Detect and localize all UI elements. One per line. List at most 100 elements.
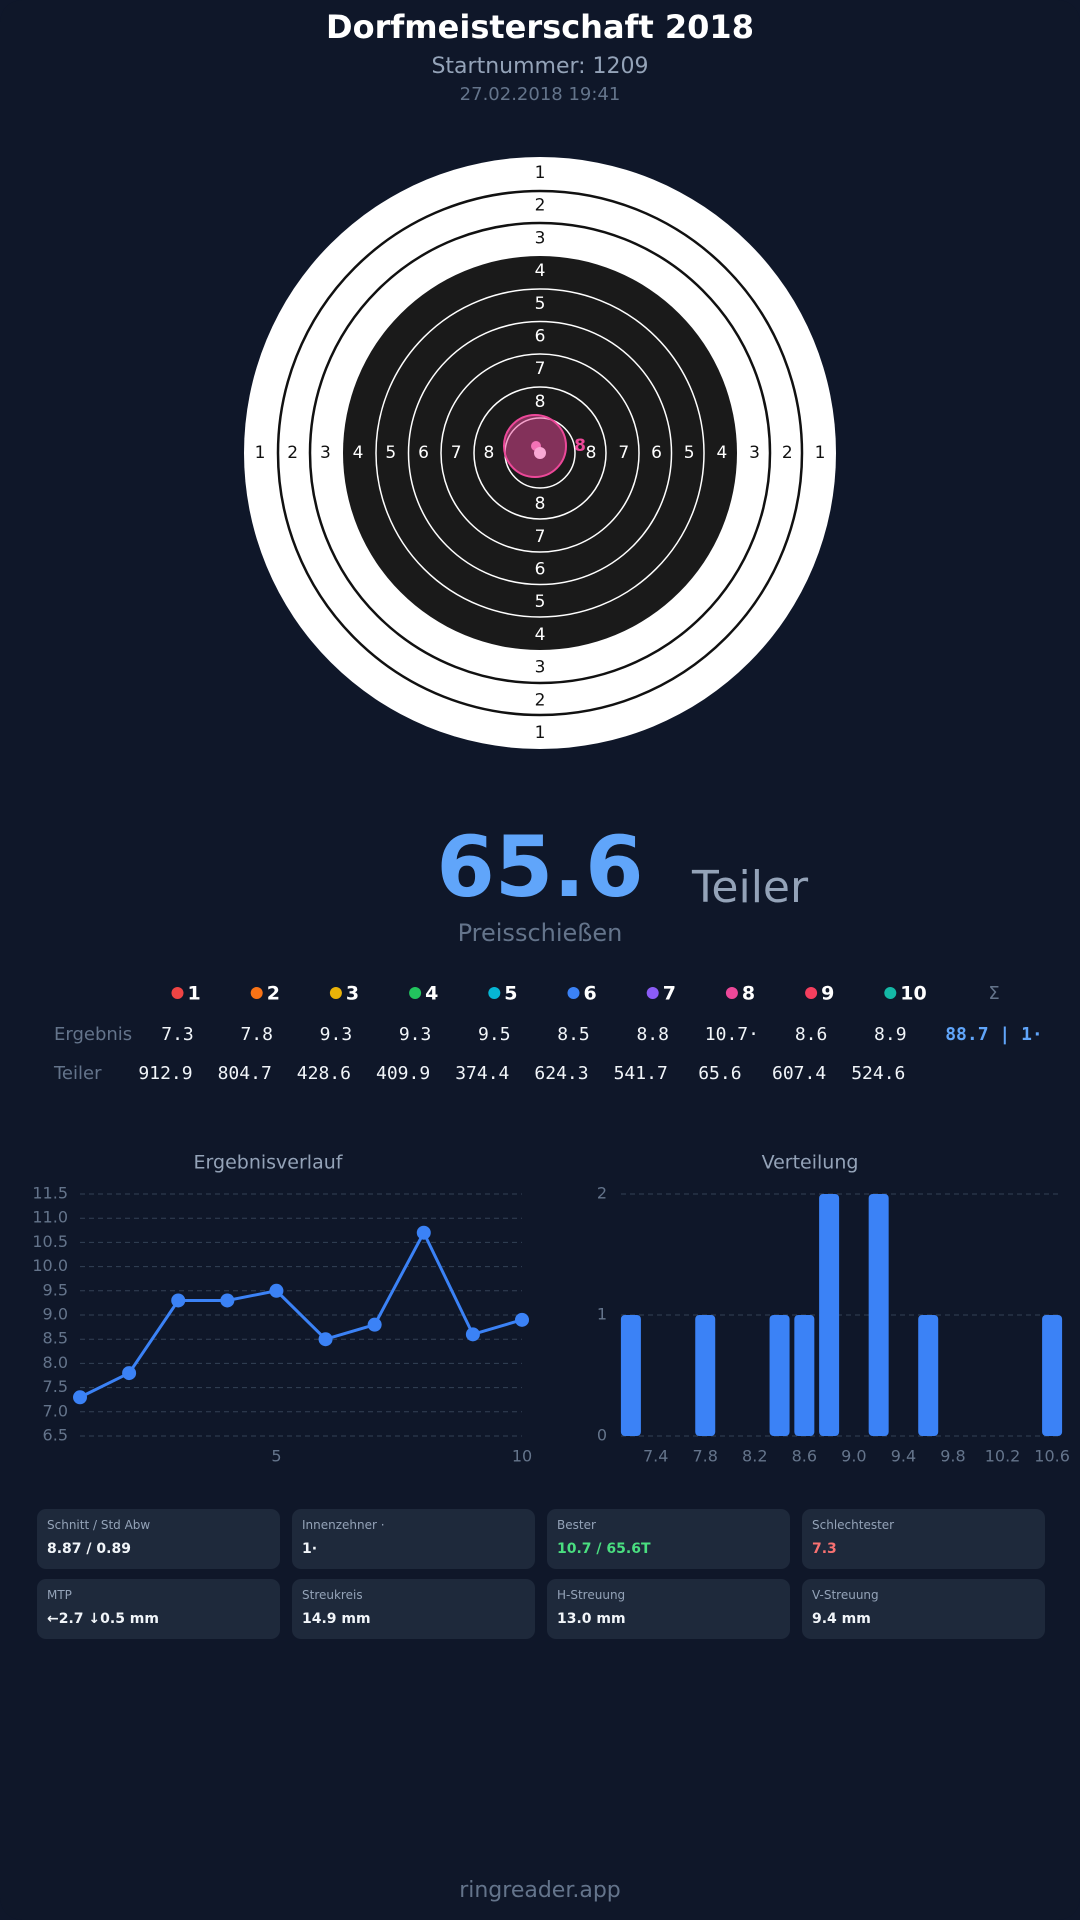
point: [318, 1332, 333, 1347]
cell: 65.6: [698, 1063, 741, 1084]
x-tick-label: 7.4: [643, 1447, 668, 1466]
ring-label: 8: [586, 443, 597, 463]
ring: [308, 221, 772, 685]
ring-label: 6: [535, 327, 546, 347]
result-value: 65.6: [436, 818, 643, 916]
point: [416, 1225, 431, 1240]
cell: 7.3: [161, 1024, 194, 1045]
ring: [473, 386, 607, 520]
bar: [794, 1315, 815, 1436]
ring-label: 4: [535, 625, 546, 645]
row-label: Ergebnis: [54, 1024, 132, 1045]
shot-color-dot: [805, 987, 818, 999]
stat-card: MTP ←2.7 ↓0.5 mm: [37, 1579, 280, 1639]
ring-label: 5: [684, 443, 695, 463]
ring: [440, 353, 640, 553]
shot-color-dot: [250, 987, 263, 999]
ring-label: 3: [320, 443, 331, 463]
y-tick-label: 0: [597, 1426, 607, 1445]
x-tick-label: 8.2: [742, 1447, 767, 1466]
bar: [819, 1194, 840, 1436]
ring-label: 4: [535, 261, 546, 281]
cell: 524.6: [851, 1063, 905, 1084]
x-tick-label: 10.6: [1034, 1447, 1070, 1466]
shot-dot: [534, 447, 546, 459]
sum-value: 88.7 | 1·: [945, 1024, 1043, 1045]
x-tick-label: 9.0: [841, 1447, 866, 1466]
shot-number: 9: [821, 983, 834, 1005]
stat-label: Innenzehner ·: [302, 1518, 385, 1532]
shot-color-dot: [567, 987, 580, 999]
datetime: 27.02.2018 19:41: [460, 84, 621, 105]
y-tick-label: 2: [597, 1184, 607, 1203]
sum-header: Σ: [988, 983, 999, 1004]
shot-number: 3: [346, 983, 359, 1005]
subtitle: Startnummer: 1209: [431, 54, 648, 79]
ring-label: 6: [535, 560, 546, 580]
shot-color-dot: [329, 987, 342, 999]
x-tick-label: 5: [271, 1447, 281, 1466]
shot-number: 5: [504, 983, 517, 1005]
shot-color-dot: [488, 987, 501, 999]
bar: [1042, 1315, 1063, 1436]
x-tick-label: 7.8: [693, 1447, 718, 1466]
ring-label: 2: [782, 443, 793, 463]
ring: [276, 189, 804, 717]
ring-label: 1: [535, 163, 546, 183]
point: [269, 1283, 284, 1298]
stat-label: H-Streuung: [557, 1588, 626, 1602]
ring-label: 7: [618, 443, 629, 463]
ring-label: 6: [651, 443, 662, 463]
cell: 607.4: [772, 1063, 826, 1084]
stat-value: 7.3: [812, 1541, 837, 1557]
chart-title: Ergebnisverlauf: [194, 1152, 344, 1174]
ring: [407, 320, 673, 586]
x-tick-label: 9.8: [940, 1447, 965, 1466]
shot-color-dot: [646, 987, 659, 999]
ring-label: 8: [535, 494, 546, 514]
ring-label: 2: [287, 443, 298, 463]
shot-number: 7: [663, 983, 676, 1005]
y-tick-label: 8.0: [43, 1353, 68, 1372]
y-tick-label: 11.0: [32, 1208, 68, 1227]
shot-number: 10: [900, 983, 926, 1005]
shot-number: 2: [267, 983, 280, 1005]
x-tick-label: 10: [512, 1447, 532, 1466]
point: [73, 1390, 87, 1405]
stat-label: Schnitt / Std Abw: [47, 1518, 151, 1532]
line: [79, 1229, 523, 1399]
stat-card: H-Streuung 13.0 mm: [547, 1579, 790, 1639]
row-label: Teiler: [53, 1063, 102, 1084]
ring-label: 5: [385, 443, 396, 463]
footer: ringreader.app: [459, 1878, 621, 1903]
shot-color-dot: [725, 987, 738, 999]
cell: 9.5: [478, 1024, 511, 1045]
stat-label: MTP: [47, 1588, 72, 1602]
cell: 374.4: [455, 1063, 509, 1084]
shot-color-dot: [884, 987, 897, 999]
ring-label: 4: [716, 443, 727, 463]
bar: [620, 1315, 641, 1436]
y-tick-label: 9.5: [43, 1280, 68, 1299]
shot-label: 8: [574, 436, 586, 456]
cell: 7.8: [240, 1024, 273, 1045]
shot-number: 4: [425, 983, 438, 1005]
y-tick-label: 10.0: [32, 1256, 68, 1275]
point: [220, 1293, 235, 1308]
ring-label: 5: [535, 592, 546, 612]
shot-number: 1: [188, 983, 201, 1005]
point: [465, 1327, 480, 1342]
cell: 9.3: [320, 1024, 353, 1045]
stat-value: 10.7 / 65.6T: [557, 1541, 651, 1557]
ring-label: 1: [815, 443, 826, 463]
stat-label: V-Streuung: [812, 1588, 879, 1602]
cell: 409.9: [376, 1063, 430, 1084]
cell: 541.7: [614, 1063, 668, 1084]
ring-label: 3: [535, 658, 546, 678]
ring-label: 1: [255, 443, 266, 463]
cell: 8.8: [636, 1024, 669, 1045]
ring-label: 4: [353, 443, 364, 463]
stat-label: Schlechtester: [812, 1518, 895, 1532]
title: Dorfmeisterschaft 2018: [326, 8, 754, 46]
shot-color-dot: [171, 987, 184, 999]
